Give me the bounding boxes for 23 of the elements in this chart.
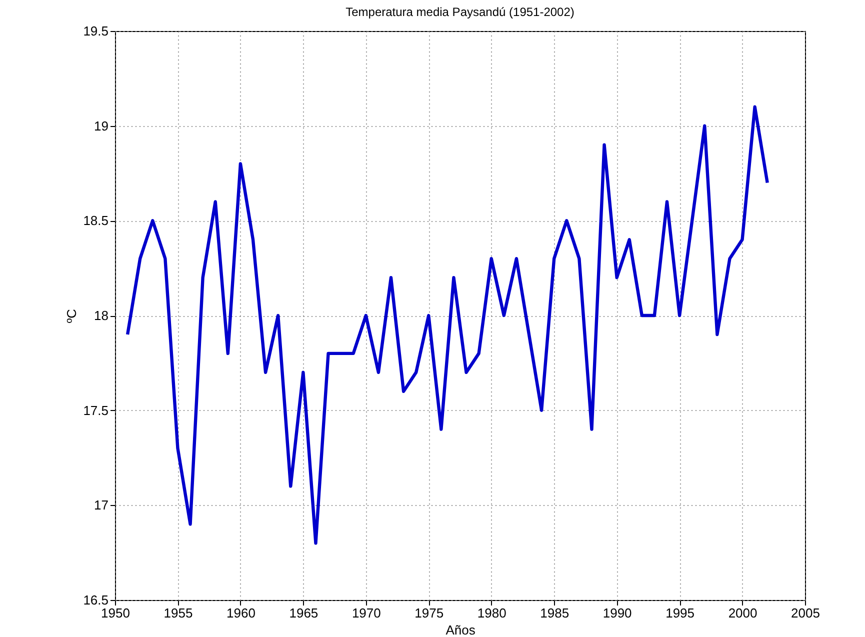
x-tick-label: 1985 — [540, 606, 570, 620]
x-tick-label: 1955 — [164, 606, 193, 620]
x-tick-label: 1950 — [101, 606, 130, 620]
x-tick-label: 1975 — [414, 606, 444, 620]
x-tick-label: 1990 — [602, 606, 632, 620]
chart-title: Temperatura media Paysandú (1951-2002) — [346, 5, 574, 19]
x-tick-label: 1995 — [666, 606, 695, 620]
y-tick-label: 18.5 — [83, 213, 108, 228]
x-tick-label: 2005 — [791, 606, 820, 620]
line-series — [126, 105, 769, 545]
x-tick-label: 1960 — [226, 606, 256, 620]
x-axis-title: Años — [446, 622, 476, 637]
x-tick-label: 1980 — [477, 606, 506, 620]
y-tick-label: 17 — [94, 498, 108, 513]
x-tick-label: 1965 — [289, 606, 318, 620]
x-tick-label: 2000 — [728, 606, 758, 620]
x-tick-label: 1970 — [352, 606, 381, 620]
y-tick-label: 18 — [94, 308, 108, 323]
y-tick-label: 17.5 — [83, 402, 108, 418]
y-axis-title: ºC — [64, 308, 80, 324]
y-tick-label: 16.5 — [83, 592, 108, 608]
y-tick-label: 19 — [94, 118, 108, 134]
y-tick-label: 19.5 — [83, 24, 108, 38]
